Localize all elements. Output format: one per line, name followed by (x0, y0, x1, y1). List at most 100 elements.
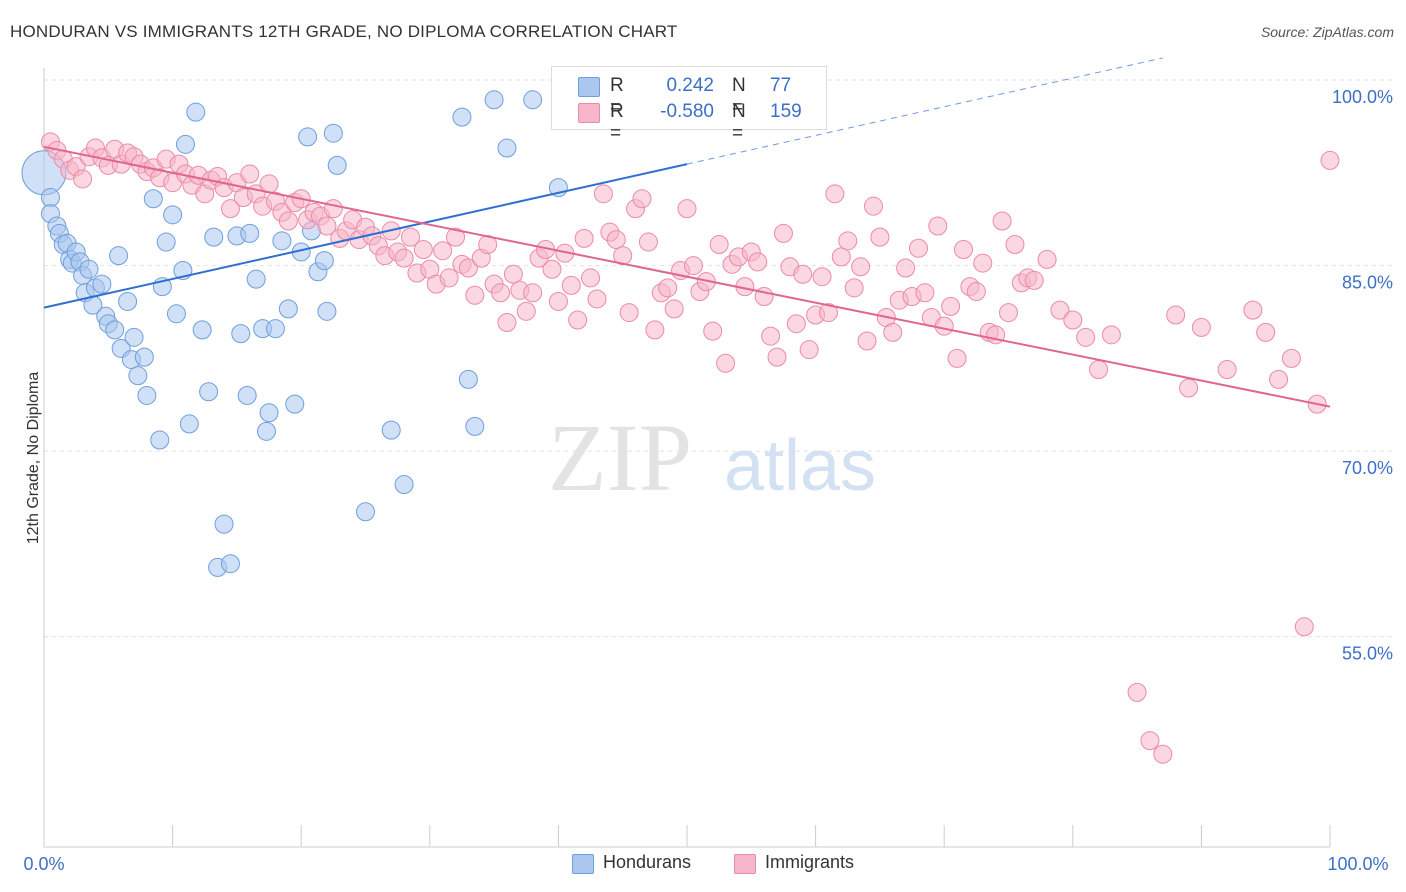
legend-r-value: -0.580 (660, 101, 714, 122)
immigrants-point (491, 283, 511, 303)
tick-labels: 55.0% 70.0% 85.0% 100.0% 0.0% 100.0% (23, 87, 1393, 874)
hondurans-point (298, 127, 318, 147)
watermark-zip: ZIP (548, 404, 692, 511)
immigrants-point (1076, 327, 1096, 347)
legend: R = 0.242 N = 77 R = -0.580 N = 159 (551, 66, 827, 144)
immigrants-point (1101, 325, 1121, 345)
immigrants-point (658, 278, 678, 298)
y-tick-label: 100.0% (1332, 87, 1393, 107)
immigrants-point (458, 258, 478, 278)
immigrants-point (638, 232, 658, 252)
immigrants-point (838, 231, 858, 251)
immigrants-point (1243, 300, 1263, 320)
immigrants-point (748, 252, 768, 272)
watermark: ZIP atlas (548, 404, 876, 511)
hondurans-point (137, 385, 157, 405)
immigrants-point (999, 303, 1018, 323)
immigrants-points (40, 132, 1340, 764)
hondurans-point (163, 205, 183, 225)
immigrants-point (1320, 150, 1340, 170)
immigrants-point (973, 253, 993, 273)
immigrants-point (433, 241, 453, 261)
hondurans-point (327, 155, 347, 175)
hondurans-point (124, 327, 144, 347)
immigrants-point (947, 348, 967, 368)
immigrants-point (767, 347, 787, 367)
legend-swatch-pink (578, 103, 600, 123)
immigrants-point (1153, 744, 1173, 764)
immigrants-point (703, 321, 723, 341)
hondurans-point (452, 107, 472, 127)
immigrants-point (542, 259, 562, 279)
immigrants-point (317, 216, 337, 236)
immigrants-point (844, 278, 864, 298)
immigrants-point (587, 289, 607, 309)
hondurans-point (278, 299, 298, 319)
immigrants-point (516, 301, 536, 321)
immigrants-point (1050, 300, 1070, 320)
legend-n-label: N = (732, 75, 746, 118)
bottom-legend-label: Immigrants (765, 852, 855, 872)
hondurans-point (192, 320, 212, 340)
legend-swatch-blue (578, 77, 600, 97)
immigrants-point (786, 314, 806, 334)
immigrants-point (645, 320, 665, 340)
hondurans-point (150, 430, 170, 450)
immigrants-point (992, 211, 1012, 231)
immigrants-point (683, 256, 703, 276)
immigrants-point (1294, 617, 1314, 637)
hondurans-point (186, 102, 206, 122)
hondurans-point (265, 319, 285, 339)
hondurans-point (497, 138, 517, 158)
hondurans-point (175, 134, 195, 154)
hondurans-point (109, 246, 129, 266)
immigrants-point (773, 223, 793, 243)
legend-n-value: 77 (770, 75, 792, 96)
y-tick-label: 70.0% (1342, 458, 1393, 478)
legend-r-value: 0.242 (666, 75, 714, 96)
hondurans-point (220, 554, 240, 574)
immigrants-point (1005, 235, 1025, 255)
hondurans-point (240, 223, 260, 243)
immigrants-point (503, 264, 523, 284)
legend-n-label: N = (732, 101, 746, 144)
immigrants-point (1166, 305, 1186, 325)
immigrants-point (1140, 731, 1160, 751)
immigrants-point (793, 264, 813, 284)
immigrants-point (677, 199, 697, 219)
immigrants-point (831, 247, 851, 267)
immigrants-point (851, 257, 871, 277)
immigrants-point (941, 296, 961, 316)
bottom-swatch-blue (572, 854, 594, 874)
hondurans-point (484, 90, 504, 110)
immigrants-point (1191, 317, 1211, 337)
source-credit: Source: ZipAtlas.com (1260, 24, 1394, 40)
immigrants-point (278, 211, 298, 231)
x-tick-label: 100.0% (1327, 854, 1388, 874)
immigrants-point (323, 199, 343, 219)
immigrants-point (497, 312, 517, 332)
immigrants-point (619, 303, 639, 323)
immigrants-point (401, 227, 421, 247)
hondurans-point (458, 369, 478, 389)
immigrants-point (825, 184, 845, 204)
hondurans-trend-extension (686, 57, 1163, 165)
immigrants-point (568, 310, 588, 330)
immigrants-point (908, 238, 928, 258)
immigrants-point (439, 268, 459, 288)
legend-r-label: R = (610, 101, 624, 144)
immigrants-point (799, 340, 819, 360)
immigrants-point (73, 169, 93, 189)
hondurans-point (356, 502, 375, 522)
immigrants-point (664, 299, 684, 319)
hondurans-point (237, 385, 257, 405)
y-axis-title: 12th Grade, No Diploma (25, 372, 42, 545)
hondurans-point (179, 414, 199, 434)
bottom-swatch-pink (734, 854, 756, 874)
immigrants-point (1256, 322, 1276, 342)
hondurans-point (199, 382, 219, 402)
legend-r-label: R = (610, 75, 624, 118)
immigrants-point (1179, 378, 1199, 398)
y-tick-label: 55.0% (1342, 644, 1393, 664)
immigrants-point (953, 239, 973, 259)
